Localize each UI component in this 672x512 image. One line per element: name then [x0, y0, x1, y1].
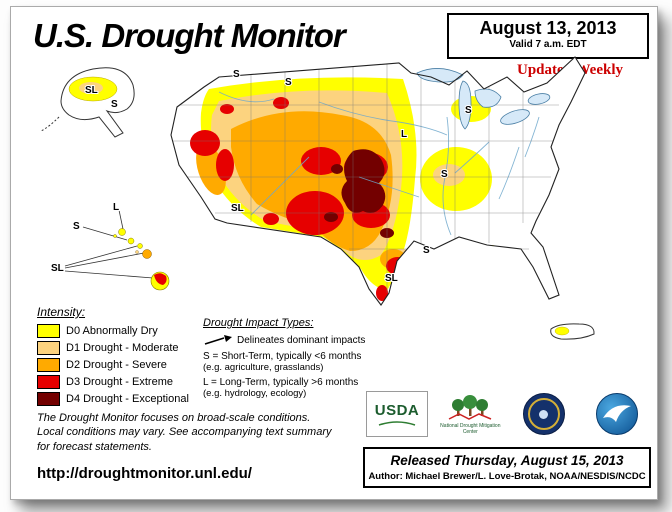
delineates-label: Delineates dominant impacts — [237, 334, 366, 346]
commerce-seal-core — [539, 409, 549, 419]
legend-item-d4: D4 Drought - Exceptional — [37, 392, 189, 406]
d2-label: D2 Drought - Severe — [66, 359, 167, 371]
impact-label: S — [111, 99, 118, 110]
d3-swatch — [37, 375, 60, 389]
valid-time: Valid 7 a.m. EDT — [509, 39, 587, 50]
us-drought-map: S S SL L S S SL S SL S — [40, 56, 595, 340]
legend-item-d0: D0 Abnormally Dry — [37, 324, 189, 338]
impact-label: SL — [231, 203, 244, 214]
intensity-legend: Intensity: D0 Abnormally Dry D1 Drought … — [37, 305, 189, 409]
short-term-example: (e.g. agriculture, grasslands) — [203, 362, 324, 373]
legend-item-d1: D1 Drought - Moderate — [37, 341, 189, 355]
usda-logo-text: USDA — [374, 401, 420, 419]
d4-exceptional-layer — [324, 149, 394, 238]
impact-heading: Drought Impact Types: — [203, 317, 314, 329]
impact-label: SL — [85, 85, 98, 96]
map-date: August 13, 2013 — [479, 18, 617, 38]
d0-swatch — [37, 324, 60, 338]
impact-label: S — [233, 69, 240, 80]
dept-of-commerce-seal — [510, 387, 578, 441]
alaska-inset: SL S — [40, 67, 135, 138]
d1-label: D1 Drought - Moderate — [66, 342, 179, 354]
delineates-row: Delineates dominant impacts — [203, 334, 373, 346]
ndmc-logo: National Drought Mitigation Center — [436, 387, 504, 441]
ndmc-trees-icon — [448, 395, 492, 420]
drought-monitor-page: U.S. Drought Monitor August 13, 2013 Val… — [10, 6, 658, 500]
usda-swoosh-icon — [378, 420, 416, 426]
ndmc-logo-caption: National Drought Mitigation Center — [440, 423, 501, 435]
legend-item-d3: D3 Drought - Extreme — [37, 375, 189, 389]
impact-label: S — [465, 105, 472, 116]
d4-swatch — [37, 392, 60, 406]
river-lines — [218, 91, 540, 236]
released-date: Released Thursday, August 15, 2013 — [390, 453, 624, 468]
impact-label: S — [423, 245, 430, 256]
short-term-line: S = Short-Term, typically <6 months — [203, 351, 362, 362]
date-box: August 13, 2013 Valid 7 a.m. EDT — [447, 13, 649, 59]
legend-item-d2: D2 Drought - Severe — [37, 358, 189, 372]
commerce-seal-outer — [522, 393, 565, 435]
impact-label: SL — [385, 273, 398, 284]
long-term-example: (e.g. hydrology, ecology) — [203, 388, 307, 399]
impact-label: L — [113, 202, 119, 213]
d3-label: D3 Drought - Extreme — [66, 376, 173, 388]
noaa-logo — [583, 387, 651, 441]
impact-label: L — [401, 129, 407, 140]
hawaii-inset: L S SL — [50, 201, 170, 291]
author-line: Author: Michael Brewer/L. Love-Brotak, N… — [368, 471, 646, 482]
great-lakes — [416, 68, 551, 130]
conus-border — [170, 56, 586, 306]
impact-label: S — [285, 77, 292, 88]
d1-swatch — [37, 341, 60, 355]
noaa-seagull-icon — [602, 405, 631, 422]
released-box: Released Thursday, August 15, 2013 Autho… — [363, 447, 651, 488]
conus-impact-labels: S S SL L S S SL S — [230, 68, 473, 285]
page-title: U.S. Drought Monitor — [33, 17, 346, 54]
drought-monitor-url[interactable]: http://droughtmonitor.unl.edu/ — [37, 465, 252, 482]
d4-label: D4 Drought - Exceptional — [66, 393, 189, 405]
commerce-seal-ring — [527, 398, 560, 430]
drought-impact-types: Drought Impact Types: Delineates dominan… — [203, 317, 373, 403]
noaa-circle — [595, 393, 638, 435]
agency-logos: USDA National Drought Mitigation Center — [363, 385, 651, 443]
impact-label: S — [441, 169, 448, 180]
disclaimer-line-2: Local conditions may vary. See accompany… — [37, 426, 332, 439]
delineates-arrow-icon — [204, 335, 232, 345]
impact-label: S — [73, 221, 80, 232]
impact-label: SL — [51, 263, 64, 274]
d2-swatch — [37, 358, 60, 372]
disclaimer-text: The Drought Monitor focuses on broad-sca… — [37, 411, 357, 454]
puerto-rico-inset — [550, 323, 595, 340]
long-term-line: L = Long-Term, typically >6 months — [203, 377, 359, 388]
legend-heading: Intensity: — [37, 305, 86, 319]
usda-logo-box: USDA — [366, 391, 428, 437]
disclaimer-line-3: for forecast statements. — [37, 440, 152, 453]
d0-label: D0 Abnormally Dry — [66, 325, 158, 337]
usda-logo: USDA — [363, 387, 431, 441]
disclaimer-line-1: The Drought Monitor focuses on broad-sca… — [37, 412, 311, 424]
